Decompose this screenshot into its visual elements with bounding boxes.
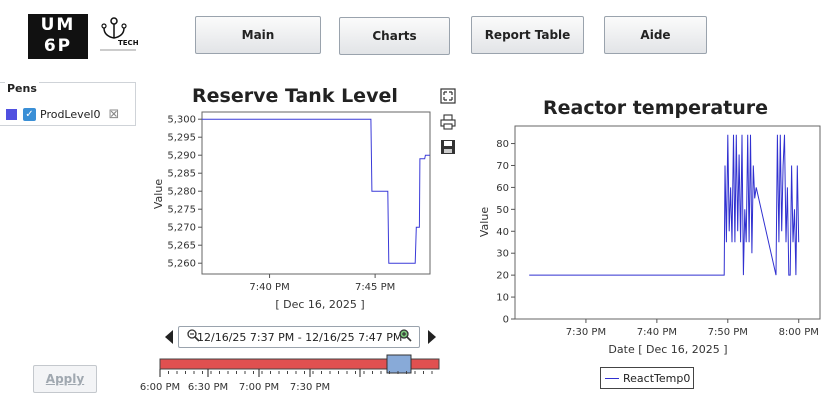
overview-timeline[interactable]: 6:00 PM 6:30 PM 7:00 PM 7:30 PM: [140, 352, 450, 394]
pen-name: ProdLevel0: [40, 108, 101, 121]
reactor-plot-area: [514, 125, 821, 320]
tank-chart-title: Reserve Tank Level: [192, 85, 398, 107]
y-tick-label: 5,290: [167, 151, 196, 162]
overview-tick-label: 6:30 PM: [188, 382, 228, 393]
reactor-x-axis-label: Date [ Dec 16, 2025 ]: [608, 343, 727, 356]
tank-x-axis-label: [ Dec 16, 2025 ]: [275, 298, 364, 311]
pens-panel: Pens ✓ ProdLevel0 ⊠: [0, 82, 136, 126]
x-tick-label: 7:50 PM: [708, 327, 748, 338]
nav-aide-button[interactable]: Aide: [604, 16, 707, 54]
pens-title: Pens: [5, 82, 39, 95]
um6p-logo: UM 6P: [28, 14, 88, 59]
y-tick-label: 0: [503, 315, 509, 326]
y-tick-label: 5,300: [167, 115, 196, 126]
reactor-chart-title: Reactor temperature: [543, 97, 769, 119]
print-icon[interactable]: [440, 114, 456, 130]
tank-plot-area: [201, 111, 431, 275]
logo-line-1: UM: [40, 15, 76, 35]
pen-color-swatch: [6, 109, 17, 120]
tank-series-line: [202, 118, 430, 264]
x-tick-label: 7:40 PM: [249, 282, 289, 293]
y-tick-label: 60: [496, 183, 509, 194]
tech-logo-label: TECH: [118, 39, 139, 47]
save-icon[interactable]: [440, 139, 456, 155]
legend-label: ReactTemp0: [623, 371, 691, 385]
nav-main-button[interactable]: Main: [195, 16, 321, 54]
y-tick-label: 5,270: [167, 223, 196, 234]
y-tick-label: 30: [496, 249, 509, 260]
overview-tick-label: 7:00 PM: [239, 382, 279, 393]
tank-y-axis-label: Value: [152, 179, 165, 209]
range-back-button[interactable]: [165, 330, 173, 344]
x-tick-label: 7:40 PM: [637, 327, 677, 338]
y-tick-label: 50: [496, 205, 509, 216]
legend-line-swatch: [605, 377, 619, 379]
y-tick-label: 10: [496, 293, 509, 304]
y-tick-label: 20: [496, 271, 509, 282]
x-tick-label: 8:00 PM: [779, 327, 819, 338]
y-tick-label: 5,295: [167, 133, 196, 144]
y-tick-label: 40: [496, 227, 509, 238]
reactor-series-line: [529, 134, 800, 276]
range-text: 12/16/25 7:37 PM - 12/16/25 7:47 PM: [197, 330, 403, 344]
pen-row: ✓ ProdLevel0 ⊠: [6, 107, 119, 122]
overview-tick-label: 7:30 PM: [290, 382, 330, 393]
y-tick-label: 5,280: [167, 187, 196, 198]
remove-pen-icon[interactable]: ⊠: [108, 107, 120, 122]
logo-line-2: 6P: [43, 36, 73, 56]
date-range-display[interactable]: 12/16/25 7:37 PM - 12/16/25 7:47 PM: [178, 326, 420, 348]
zoom-in-icon[interactable]: [398, 328, 412, 342]
y-tick-label: 5,275: [167, 205, 196, 216]
apply-button[interactable]: Apply: [33, 365, 97, 393]
y-tick-label: 5,265: [167, 241, 196, 252]
y-tick-label: 5,260: [167, 259, 196, 270]
company-logo: UM 6P TECH: [14, 2, 140, 68]
x-tick-label: 7:30 PM: [566, 327, 606, 338]
y-tick-label: 5,285: [167, 169, 196, 180]
nav-charts-button[interactable]: Charts: [339, 17, 450, 55]
nav-report-table-button[interactable]: Report Table: [471, 16, 584, 54]
x-tick-label: 7:45 PM: [355, 282, 395, 293]
overview-range-thumb[interactable]: [386, 354, 412, 374]
overview-range-bar[interactable]: [159, 358, 440, 370]
reactor-temperature-chart[interactable]: 80 70 60 50 40 30 20 10 0 7:30 PM 7:40 PM 7:50 PM 8…: [470, 120, 828, 365]
tank-level-chart[interactable]: 5,300 5,295 5,290 5,285 5,280 5,275 5,270 5,265…: [140, 108, 440, 314]
overview-tick-label: 6:00 PM: [140, 382, 180, 393]
zoom-out-icon[interactable]: [186, 328, 200, 342]
y-tick-label: 80: [496, 139, 509, 150]
reactor-legend: ReactTemp0: [600, 367, 694, 389]
reactor-y-axis-label: Value: [478, 207, 491, 237]
tech-logo-icon: TECH: [100, 17, 139, 51]
pen-visible-checkbox[interactable]: ✓: [23, 108, 36, 121]
y-tick-label: 70: [496, 161, 509, 172]
zoom-fit-icon[interactable]: [440, 88, 456, 104]
range-forward-button[interactable]: [428, 330, 436, 344]
